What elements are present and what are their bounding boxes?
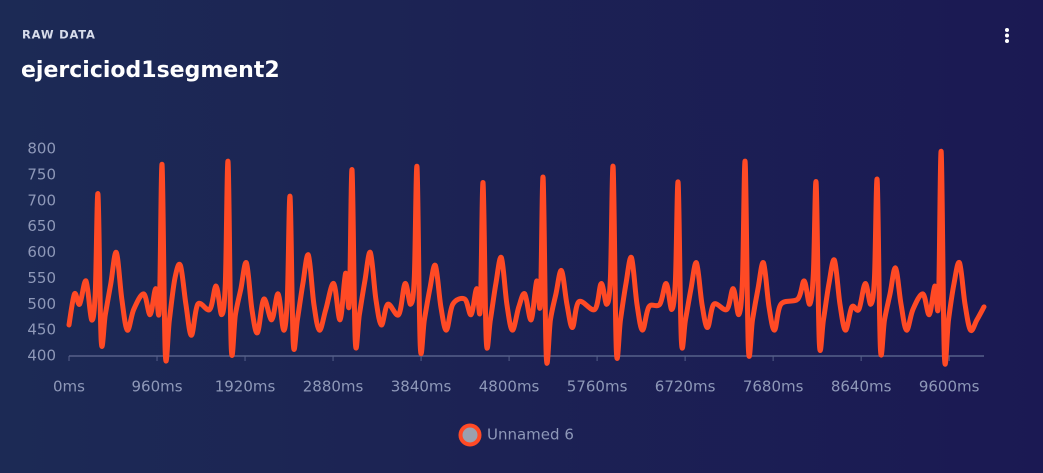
legend-label: Unnamed 6: [487, 426, 574, 444]
x-tick-label: 3840ms: [391, 378, 452, 396]
menu-button[interactable]: [1005, 28, 1009, 43]
y-tick-label: 450: [27, 321, 56, 339]
x-tick-label: 0ms: [53, 378, 85, 396]
chart-title: ejerciciod1segment2: [21, 58, 280, 83]
x-tick-label: 1920ms: [215, 378, 276, 396]
x-tick-label: 4800ms: [479, 378, 540, 396]
y-tick-label: 600: [27, 243, 56, 261]
x-tick-label: 2880ms: [303, 378, 364, 396]
y-tick-label: 650: [27, 217, 56, 235]
y-tick-label: 700: [27, 191, 56, 209]
legend-marker[interactable]: [458, 423, 482, 447]
x-tick-label: 6720ms: [655, 378, 716, 396]
x-tick-label: 960ms: [131, 378, 182, 396]
y-tick-label: 400: [27, 347, 56, 365]
kicker: RAW DATA: [22, 28, 96, 42]
data-line: [66, 149, 987, 367]
x-tick-label: 5760ms: [567, 378, 628, 396]
x-tick-label: 8640ms: [831, 378, 892, 396]
y-tick-label: 750: [27, 165, 56, 183]
plot: 400 450 500 550 600 650 700 750 800 0ms 960ms 1920m…: [27, 140, 987, 447]
x-tick-label: 9600ms: [919, 378, 980, 396]
y-tick-label: 550: [27, 269, 56, 287]
x-tick-label: 7680ms: [743, 378, 804, 396]
y-tick-label: 800: [27, 140, 56, 158]
y-tick-label: 500: [27, 295, 56, 313]
